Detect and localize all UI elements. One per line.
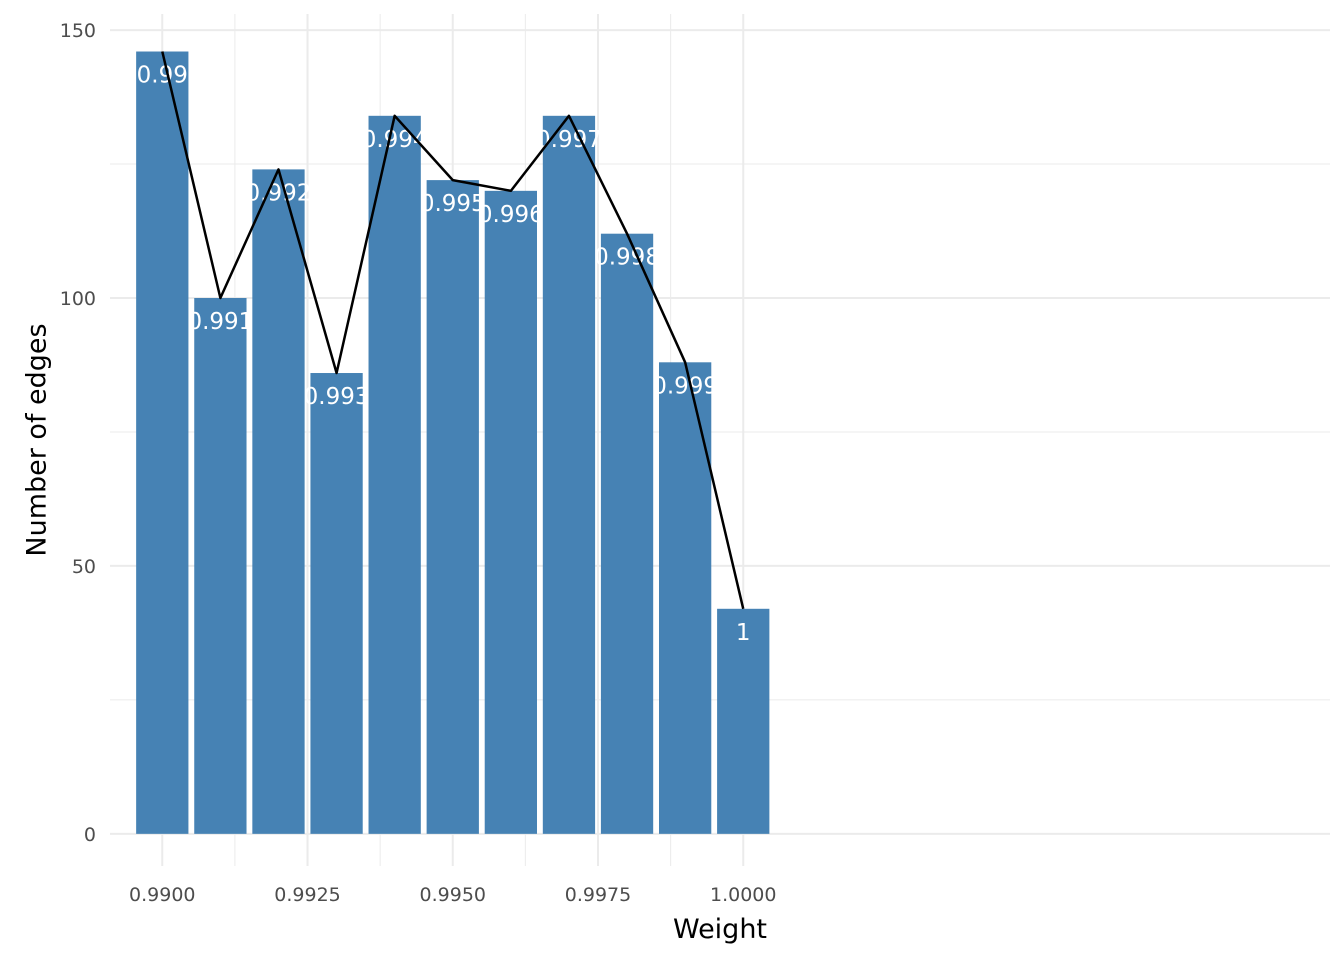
bar-label: 0.993 (304, 384, 370, 410)
y-axis-title: Number of edges (21, 323, 52, 556)
bar-label: 0.996 (478, 202, 544, 228)
x-tick-label: 0.9975 (565, 884, 631, 906)
x-tick-label: 0.9900 (129, 884, 195, 906)
y-axis-ticks: 0 50 100 150 (60, 20, 96, 846)
bar-label: 0.998 (594, 245, 660, 271)
y-tick-label: 100 (60, 288, 96, 310)
bar (310, 373, 363, 834)
x-axis-ticks: 0.9900 0.9925 0.9950 0.9975 1.0000 (129, 884, 776, 906)
y-tick-label: 0 (84, 824, 96, 846)
y-tick-label: 150 (60, 20, 96, 42)
bar (426, 180, 479, 834)
bar-label: 0.99 (137, 63, 188, 89)
bar-label: 0.999 (652, 373, 718, 399)
bar-label: 0.991 (187, 309, 253, 335)
bar-labels: 0.990.9910.9920.9930.9940.9950.9960.9970… (137, 63, 751, 646)
bars (136, 51, 770, 834)
bar (600, 233, 654, 834)
x-axis-title: Weight (673, 914, 767, 945)
bar-label: 0.992 (246, 180, 312, 206)
bar-label: 1 (736, 620, 751, 646)
x-tick-label: 0.9925 (274, 884, 340, 906)
bar (136, 51, 189, 834)
bar (542, 115, 596, 834)
bar (368, 115, 421, 834)
y-tick-label: 50 (72, 556, 96, 578)
x-tick-label: 1.0000 (710, 884, 776, 906)
bar (717, 608, 770, 834)
x-tick-label: 0.9950 (420, 884, 486, 906)
trend-line-path (161, 51, 745, 610)
bar (484, 190, 537, 834)
bar (659, 362, 712, 834)
bar (252, 169, 305, 834)
bar-label: 0.997 (536, 127, 602, 153)
trend-line (161, 51, 745, 610)
bar (194, 298, 247, 834)
bar-label: 0.995 (420, 191, 486, 217)
